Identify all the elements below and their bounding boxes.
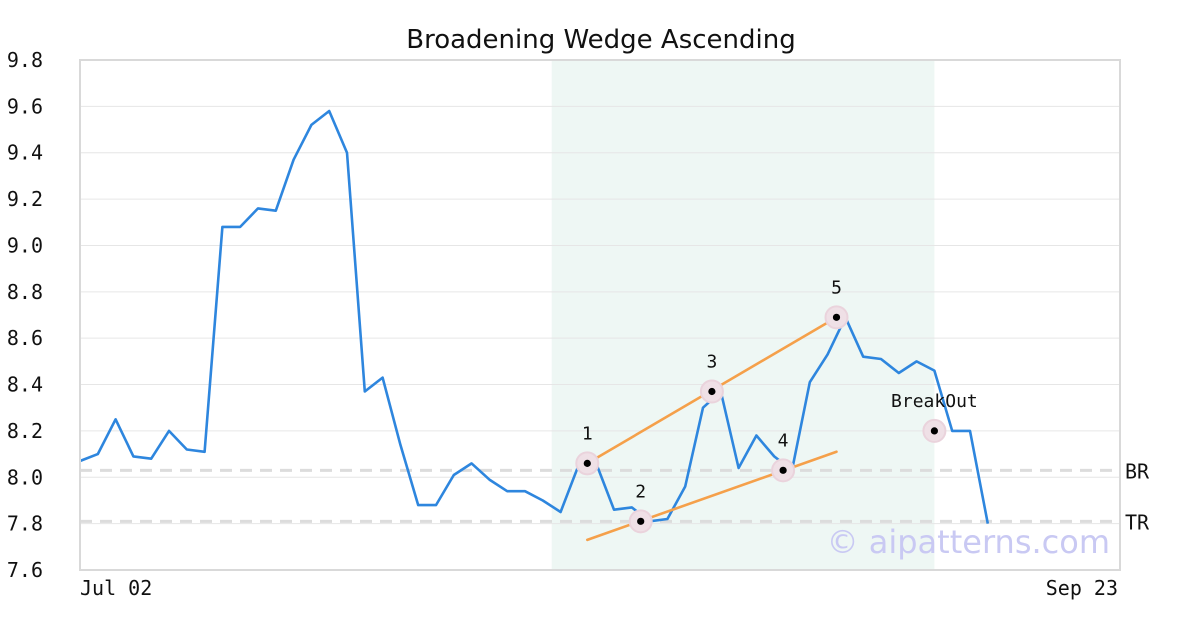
pattern-point-label: 2: [635, 481, 646, 502]
reference-line-label: BR: [1125, 459, 1150, 483]
y-tick-label: 8.8: [7, 280, 43, 304]
y-tick-label: 9.8: [7, 48, 43, 72]
y-tick-label: 9.2: [7, 187, 43, 211]
price-line: [79, 109, 990, 524]
y-tick-label: 7.8: [7, 512, 43, 536]
pattern-point-label: 5: [831, 277, 842, 298]
pattern-point-label: 1: [582, 423, 593, 444]
pattern-point-label: BreakOut: [891, 391, 978, 412]
y-tick-label: 7.6: [7, 558, 43, 582]
pattern-point-dot: [779, 466, 787, 474]
y-tick-label: 8.6: [7, 326, 43, 350]
y-gridlines: [80, 59, 1120, 571]
y-tick-label: 8.4: [7, 373, 43, 397]
y-tick-label: 8.0: [7, 465, 43, 489]
pattern-point-label: 4: [778, 430, 789, 451]
price-series: [79, 109, 990, 524]
reference-line-label: TR: [1125, 510, 1150, 534]
y-tick-label: 9.6: [7, 94, 43, 118]
y-tick-label: 9.4: [7, 141, 43, 165]
x-tick-label: Sep 23: [1046, 576, 1118, 600]
pattern-point-dot: [708, 387, 716, 396]
x-tick-label: Jul 02: [80, 576, 152, 600]
y-tick-label: 8.2: [7, 419, 43, 443]
pattern-point-dot: [583, 459, 591, 467]
pattern-point-dot: [637, 517, 645, 525]
pattern-points: 1 2 3 4 5 BreakOut: [575, 277, 978, 534]
y-axis-ticks: 7.6 7.8 8.0 8.2 8.4 8.6 8.8 9.0 9.2 9.4 9.6 9.8: [7, 48, 43, 582]
plot-frame: [79, 59, 1121, 571]
pattern-point-label: 3: [706, 352, 717, 373]
watermark: © aipatterns.com: [827, 523, 1110, 561]
y-tick-label: 9.0: [7, 233, 43, 257]
chart-title: Broadening Wedge Ascending: [406, 25, 796, 55]
x-axis-ticks: Jul 02 Sep 23: [80, 576, 1118, 600]
trend-line: [585, 450, 838, 542]
pattern-point-dot: [930, 427, 939, 435]
pattern-point-dot: [832, 313, 841, 321]
